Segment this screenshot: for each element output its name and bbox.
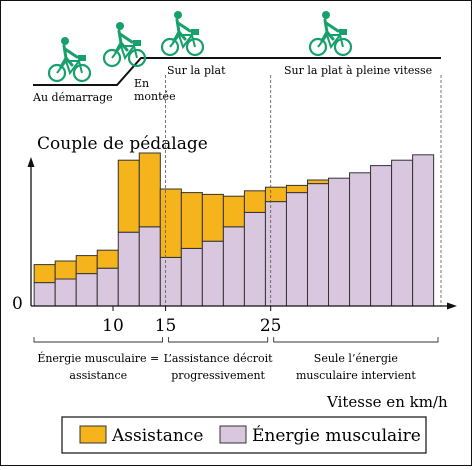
rider-body [59, 44, 79, 69]
bar-muscular [412, 154, 435, 307]
phase-annotations: Énergie musculaire = assistance L’assistan… [33, 337, 439, 382]
phase-label-line1: Seule l’énergie [314, 352, 398, 365]
bar-muscular [96, 267, 119, 307]
phase-bracket [168, 337, 269, 343]
phase-label-line2: musculaire intervient [296, 369, 416, 382]
bar-muscular [306, 183, 330, 307]
wheel [308, 37, 328, 57]
x-tick-label: 15 [155, 316, 177, 336]
bar-muscular [349, 172, 372, 307]
bar-assistance [306, 179, 330, 185]
bar-assistance [264, 186, 287, 203]
bar-assistance [75, 255, 98, 275]
bar-assistance [117, 159, 140, 233]
bar-muscular [33, 282, 56, 307]
bar-muscular [201, 240, 224, 307]
wheel [102, 48, 122, 68]
cyclist-icon [160, 11, 205, 57]
legend-label-assistance: Assistance [111, 426, 203, 446]
y-origin-label: 0 [12, 294, 23, 314]
terrain-profile [33, 57, 441, 86]
wheel [47, 63, 67, 83]
legend-swatch-assistance [79, 425, 107, 444]
basket [133, 40, 141, 46]
cyclist-icon [102, 22, 147, 68]
cyclist-icons [47, 11, 353, 83]
profile-label-uphill-2: montée [134, 90, 176, 103]
profile-label-flat-fast: Sur la plat à pleine vitesse [284, 64, 432, 77]
bar-muscular [75, 273, 98, 307]
legend: Assistance Énergie musculaire [61, 416, 427, 454]
bar-muscular [117, 231, 140, 307]
wheel [333, 37, 353, 57]
bar-assistance [180, 192, 203, 249]
bar-assistance [243, 190, 266, 213]
bar-muscular [264, 201, 287, 307]
basket [191, 29, 199, 35]
profile-label-flat: Sur la plat [167, 64, 226, 77]
x-ticks: 10 15 25 [102, 306, 282, 336]
wheel [160, 37, 180, 57]
legend-swatch-muscular [219, 425, 247, 444]
phase-label-line1: Énergie musculaire = [37, 351, 159, 365]
legend-label-muscular: Énergie musculaire [252, 425, 421, 446]
bar-muscular [180, 247, 203, 307]
bar-muscular [222, 226, 245, 307]
rider-head [61, 37, 69, 45]
bar-assistance [201, 193, 224, 242]
bar-assistance [159, 188, 182, 258]
bar-muscular [328, 177, 351, 307]
phase-label-line2: progressivement [171, 369, 265, 382]
x-tick-label: 10 [102, 316, 124, 336]
bar-muscular [159, 256, 182, 307]
bar-muscular [138, 226, 161, 307]
bar-assistance [285, 184, 308, 194]
bar-assistance [138, 152, 161, 228]
y-axis-arrow [27, 157, 35, 167]
phase-guides [165, 75, 442, 306]
bar-muscular [391, 159, 414, 307]
wheel [127, 48, 147, 68]
bar-assistance [33, 264, 56, 284]
phase-bracket [33, 337, 164, 343]
bar-assistance [54, 260, 77, 280]
phase-label-line2: assistance [69, 369, 127, 382]
bar-muscular [54, 278, 77, 307]
x-axis-title: Vitesse en km/h [326, 393, 448, 411]
bar-muscular [285, 192, 308, 307]
profile-label-start: Au démarrage [32, 91, 113, 104]
phase-bracket [273, 337, 439, 343]
basket [78, 55, 86, 61]
bar-assistance [96, 249, 119, 269]
wheel [185, 37, 205, 57]
y-axis-title: Couple de pédalage [37, 134, 208, 154]
rider-body [114, 29, 134, 54]
bar-muscular [370, 165, 393, 307]
cyclist-icon [47, 37, 92, 83]
cyclist-icon [308, 11, 353, 57]
rider-head [322, 11, 330, 19]
bar-stacks [33, 152, 435, 307]
terrain-line [33, 57, 441, 86]
bar-assistance [222, 195, 245, 228]
phase-label-line1: L’assistance décroit [164, 352, 274, 365]
profile-label-uphill-1: En [134, 77, 149, 90]
rider-body [172, 18, 192, 43]
x-axis-arrow [447, 302, 457, 310]
rider-head [116, 22, 124, 30]
wheel [72, 63, 92, 83]
basket [339, 29, 347, 35]
rider-head [174, 11, 182, 19]
x-tick-label: 25 [260, 316, 282, 336]
bar-muscular [243, 211, 266, 307]
rider-body [320, 18, 340, 43]
